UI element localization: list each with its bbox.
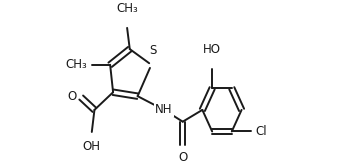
- Text: O: O: [178, 151, 187, 164]
- Text: HO: HO: [203, 43, 221, 56]
- Text: S: S: [150, 44, 157, 57]
- Text: CH₃: CH₃: [116, 2, 138, 15]
- Text: OH: OH: [82, 140, 100, 153]
- Text: CH₃: CH₃: [66, 58, 88, 71]
- Text: O: O: [68, 90, 77, 103]
- Text: NH: NH: [155, 103, 173, 116]
- Text: Cl: Cl: [255, 125, 267, 138]
